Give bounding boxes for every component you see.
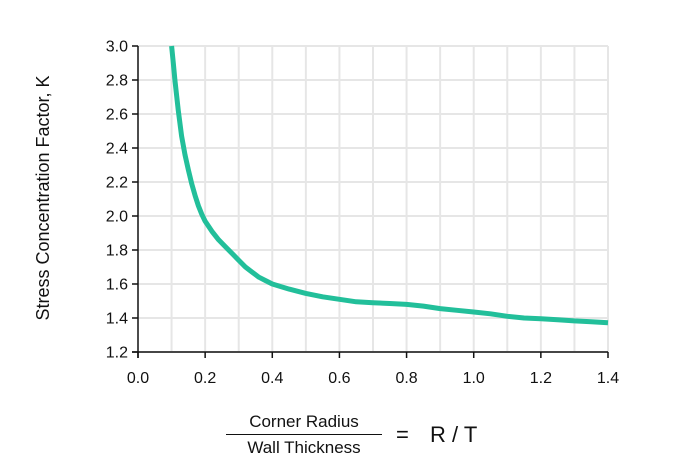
x-tick-label: 0.2	[194, 370, 216, 387]
x-tick-labels: 0.0 0.2 0.4 0.6 0.8 1.0 1.2 1.4	[127, 370, 619, 387]
x-axis-ratio: R / T	[430, 422, 478, 447]
y-axis-label: Stress Concentration Factor, K	[33, 75, 53, 320]
axes	[132, 45, 609, 358]
x-axis-label: Corner Radius Wall Thickness = R / T	[226, 412, 506, 462]
y-tick-label: 2.6	[106, 107, 128, 124]
grid	[138, 45, 609, 353]
y-tick-label: 2.8	[106, 73, 128, 90]
series-line	[169, 45, 609, 326]
y-tick-label: 2.4	[106, 141, 128, 158]
y-tick-label: 1.2	[106, 345, 128, 362]
x-axis-denominator: Wall Thickness	[247, 438, 361, 458]
y-tick-label: 1.8	[106, 243, 128, 260]
x-tick-label: 0.8	[395, 370, 417, 387]
series-layer	[169, 45, 609, 326]
y-tick-label: 1.4	[106, 311, 128, 328]
x-tick-label: 1.2	[530, 370, 552, 387]
y-tick-label: 1.6	[106, 277, 128, 294]
x-tick-label: 0.6	[328, 370, 350, 387]
y-tick-label: 3.0	[106, 39, 128, 56]
y-tick-label: 2.0	[106, 209, 128, 226]
x-tick-label: 1.4	[597, 370, 619, 387]
fraction-bar	[226, 434, 382, 436]
x-axis-fraction: Corner Radius Wall Thickness	[226, 412, 382, 458]
x-tick-label: 0.0	[127, 370, 149, 387]
y-tick-labels: 1.2 1.4 1.6 1.8 2.0 2.2 2.4 2.6 2.8 3.0	[106, 39, 128, 362]
x-axis-equals: =	[396, 422, 409, 447]
y-tick-label: 2.2	[106, 175, 128, 192]
x-tick-label: 0.4	[261, 370, 283, 387]
x-axis-numerator: Corner Radius	[249, 412, 359, 431]
x-tick-label: 1.0	[463, 370, 485, 387]
